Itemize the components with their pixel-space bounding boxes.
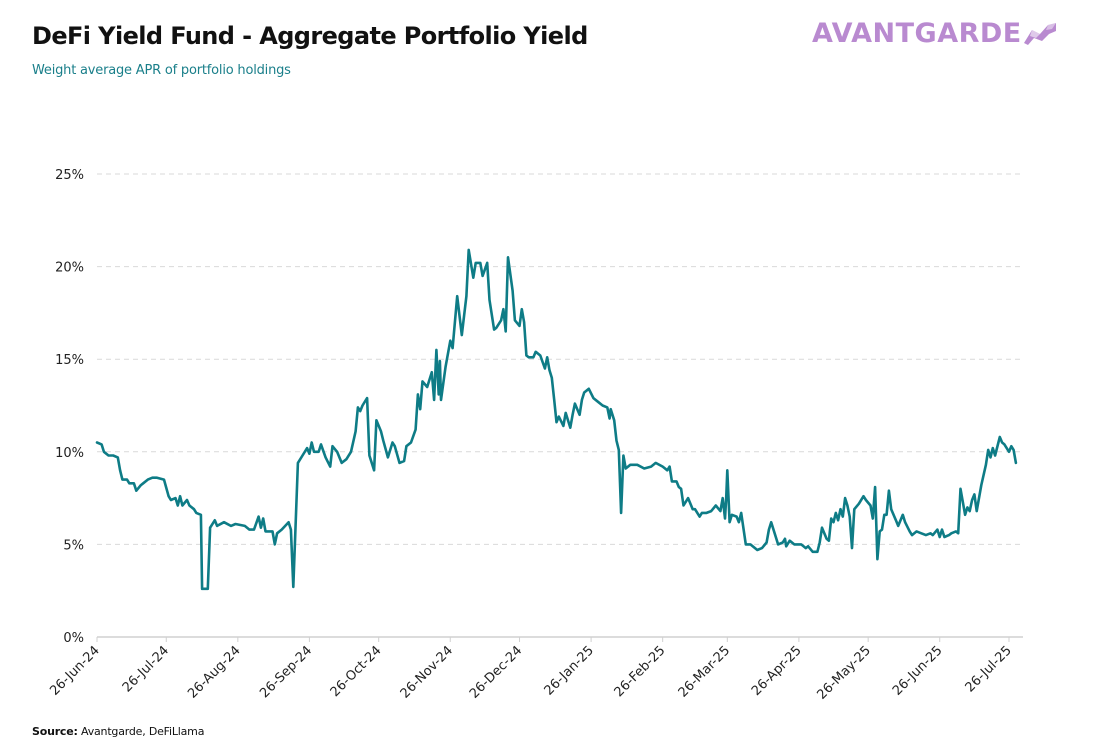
source-label: Source: xyxy=(32,725,78,738)
chart-subtitle: Weight average APR of portfolio holdings xyxy=(32,63,291,78)
y-tick-label: 10% xyxy=(55,446,84,461)
x-tick-label: 26-Dec-24 xyxy=(467,643,525,701)
x-tick-label: 26-Nov-24 xyxy=(398,643,456,701)
y-tick-label: 5% xyxy=(63,538,84,553)
y-axis: 0% 5% 10% 15% 20% 25% xyxy=(55,168,84,646)
source-note: Source: Avantgarde, DeFiLlama xyxy=(32,725,204,738)
avantgarde-logo: AVANTGARDE xyxy=(812,18,1058,49)
x-tick-label: 26-Sep-24 xyxy=(257,643,315,701)
y-tick-label: 0% xyxy=(63,631,84,646)
y-tick-label: 15% xyxy=(55,353,84,368)
logo-flag-icon xyxy=(1023,22,1056,45)
x-tick-label: 26-Jun-25 xyxy=(890,643,946,699)
x-tick-label: 26-Jul-24 xyxy=(120,643,172,695)
x-tick-label: 26-Jun-24 xyxy=(47,643,103,699)
x-tick-label: 26-Jul-25 xyxy=(963,643,1015,695)
chart-title: DeFi Yield Fund - Aggregate Portfolio Yi… xyxy=(32,22,588,50)
logo-text: AVANTGARDE xyxy=(812,18,1022,49)
y-tick-label: 20% xyxy=(55,261,84,276)
x-tick-label: 26-Jan-25 xyxy=(542,643,597,698)
x-tick-label: 26-Oct-24 xyxy=(328,643,385,700)
x-tick-label: 26-Feb-25 xyxy=(612,643,669,700)
source-text: Avantgarde, DeFiLlama xyxy=(77,725,205,738)
x-tick-label: 26-May-25 xyxy=(815,643,874,702)
x-tick-label: 26-Apr-25 xyxy=(749,643,805,699)
x-axis: 26-Jun-24 26-Jul-24 26-Aug-24 26-Sep-24 26-O… xyxy=(47,636,1023,703)
gridlines xyxy=(97,173,1023,545)
x-tick-label: 26-Mar-25 xyxy=(676,643,733,700)
series-layer xyxy=(95,248,1018,591)
series-line xyxy=(95,248,1018,591)
x-tick-label: 26-Aug-24 xyxy=(185,643,243,701)
y-tick-label: 25% xyxy=(55,168,84,183)
